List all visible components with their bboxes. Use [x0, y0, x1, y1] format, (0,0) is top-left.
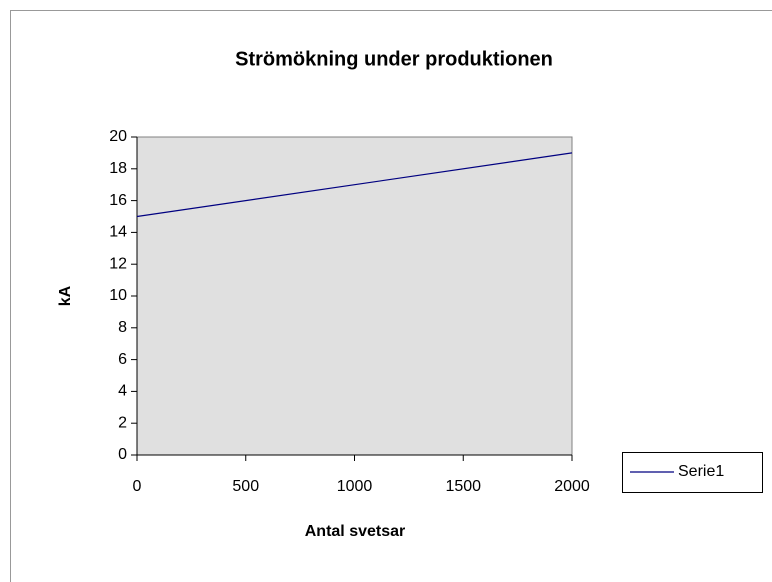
x-tick-label: 500 [232, 478, 259, 495]
y-tick-label: 2 [118, 414, 127, 431]
y-tick-label: 16 [109, 192, 127, 209]
y-tick-label: 18 [109, 160, 127, 177]
plot-area [136, 136, 573, 456]
x-tick-label: 1500 [445, 478, 481, 495]
series-line [136, 152, 573, 218]
y-tick-label: 0 [118, 446, 127, 463]
x-tick-label: 2000 [554, 478, 590, 495]
y-tick-label: 20 [109, 128, 127, 145]
y-tick-label: 14 [109, 224, 127, 241]
y-tick-label: 6 [118, 351, 127, 368]
x-tick-label: 0 [133, 478, 142, 495]
y-tick-label: 8 [118, 319, 127, 336]
x-tick-label: 1000 [337, 478, 373, 495]
legend-label: Serie1 [678, 463, 724, 480]
y-axis-label: kA [57, 285, 74, 306]
x-axis-label: Antal svetsar [305, 523, 406, 540]
y-tick-label: 4 [118, 383, 127, 400]
y-tick-label: 10 [109, 287, 127, 304]
chart-title: Strömökning under produktionen [235, 48, 553, 70]
y-tick-label: 12 [109, 255, 127, 272]
